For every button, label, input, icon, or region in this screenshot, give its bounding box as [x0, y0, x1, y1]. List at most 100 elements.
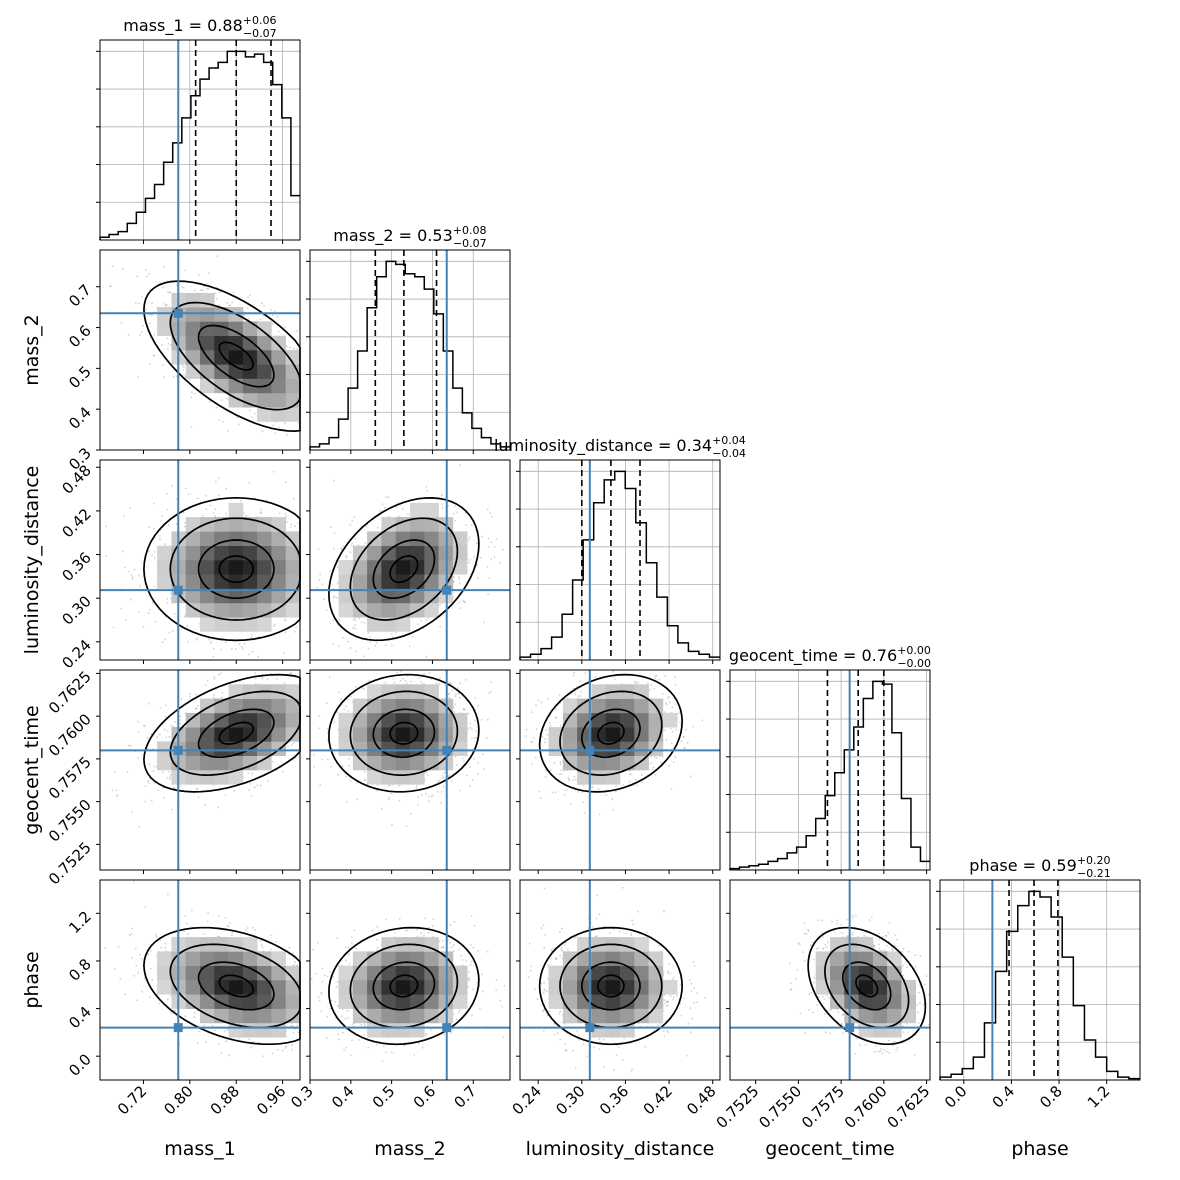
sample-point	[368, 636, 371, 638]
sample-point	[203, 285, 205, 288]
sample-point	[425, 619, 428, 622]
density-cell	[285, 698, 301, 714]
panel-mass_2-vs-mass_2: mass_2 = 0.53+0.08 −0.07	[306, 224, 511, 454]
sample-point	[274, 310, 276, 313]
sample-point	[278, 512, 281, 515]
sample-point	[475, 730, 478, 732]
sample-point	[187, 640, 190, 643]
sample-point	[284, 619, 287, 622]
density-cell	[381, 531, 396, 546]
sample-point	[361, 621, 363, 624]
sample-point	[471, 728, 473, 731]
sample-point	[227, 429, 229, 432]
sample-point	[332, 619, 335, 622]
sample-point	[243, 314, 246, 317]
sample-point	[392, 677, 395, 680]
sample-point	[292, 497, 295, 500]
sample-point	[352, 627, 355, 629]
sample-point	[231, 647, 233, 650]
sample-point	[650, 684, 653, 687]
sample-point	[661, 755, 664, 758]
sample-point	[189, 695, 191, 698]
sample-point	[574, 778, 577, 781]
sample-point	[208, 272, 210, 275]
sample-point	[583, 811, 586, 814]
sample-point	[365, 525, 368, 528]
sample-point	[225, 487, 227, 490]
sample-point	[480, 718, 483, 721]
sample-point	[354, 537, 357, 540]
sample-point	[148, 782, 150, 785]
sample-point	[441, 775, 444, 777]
sample-point	[418, 677, 421, 680]
sample-point	[448, 774, 451, 776]
sample-point	[471, 737, 473, 740]
sample-point	[335, 596, 338, 599]
sample-point	[448, 692, 450, 695]
sample-point	[162, 286, 165, 289]
sample-point	[159, 538, 161, 541]
sample-point	[337, 774, 339, 776]
sample-point	[241, 645, 243, 648]
sample-point	[476, 542, 478, 545]
density-cell	[214, 727, 229, 742]
sample-point	[128, 570, 131, 573]
sample-point	[668, 695, 670, 698]
sample-point	[381, 503, 384, 506]
sample-point	[666, 697, 669, 700]
sample-point	[173, 613, 176, 616]
sample-point	[349, 780, 352, 783]
density-cell	[424, 574, 439, 589]
sample-point	[151, 302, 153, 304]
sample-point	[341, 636, 344, 639]
sample-point	[405, 682, 408, 684]
sample-point	[179, 715, 182, 718]
sample-point	[701, 719, 704, 722]
sample-point	[278, 426, 280, 429]
sample-point	[454, 695, 457, 697]
sample-point	[247, 296, 250, 299]
density-cell	[424, 698, 439, 714]
sample-point	[183, 525, 186, 528]
sample-point	[611, 798, 614, 801]
sample-point	[166, 602, 169, 604]
sample-point	[398, 784, 401, 787]
sample-point	[461, 757, 464, 760]
sample-point	[426, 774, 429, 776]
sample-point	[250, 636, 253, 638]
density-cell	[285, 350, 301, 365]
sample-point	[345, 555, 347, 557]
density-cell	[271, 407, 286, 422]
sample-point	[665, 738, 668, 741]
sample-point	[202, 514, 205, 517]
sample-point	[341, 764, 344, 767]
sample-point	[123, 514, 126, 517]
sample-point	[195, 788, 198, 791]
sample-point	[153, 551, 156, 553]
density-cell	[381, 684, 396, 699]
sample-point	[481, 535, 483, 538]
density-cell	[271, 392, 286, 408]
sample-point	[469, 536, 471, 539]
sample-point	[225, 512, 227, 515]
sample-point	[289, 346, 291, 349]
sample-point	[153, 502, 155, 505]
sample-point	[347, 710, 350, 713]
sample-point	[163, 376, 166, 378]
sample-point	[141, 324, 144, 327]
density-cell	[200, 517, 215, 532]
sample-point	[180, 698, 183, 700]
density-cell	[395, 698, 411, 714]
density-cell	[185, 321, 201, 336]
histogram-luminosity_distance	[519, 470, 720, 660]
density-cell	[452, 727, 468, 742]
sample-point	[384, 506, 386, 509]
sample-point	[482, 753, 484, 756]
density-cell	[157, 574, 172, 589]
sample-point	[405, 825, 408, 827]
sample-point	[649, 688, 651, 691]
sample-point	[248, 317, 250, 320]
density-cell	[228, 531, 244, 546]
sample-point	[421, 793, 423, 796]
histogram-mass_1	[99, 50, 300, 240]
